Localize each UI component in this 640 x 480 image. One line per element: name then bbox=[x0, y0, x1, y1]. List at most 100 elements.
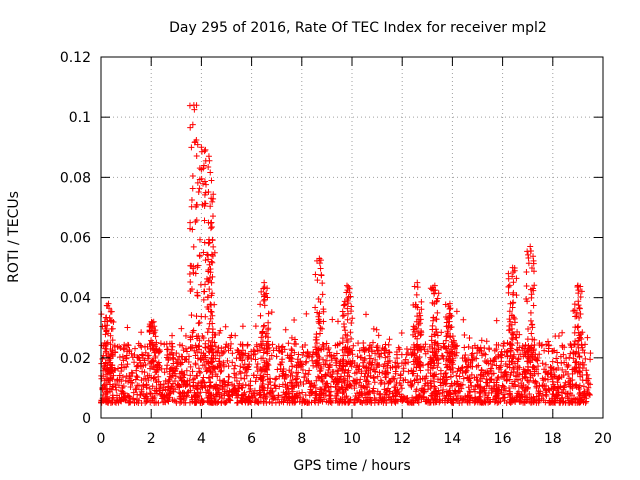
data-point bbox=[260, 349, 267, 356]
data-point bbox=[257, 312, 264, 319]
y-tick-label: 0.06 bbox=[60, 231, 91, 247]
data-point bbox=[209, 312, 216, 319]
data-point bbox=[315, 399, 322, 406]
data-point bbox=[525, 378, 532, 385]
data-point bbox=[190, 102, 197, 109]
data-point bbox=[121, 364, 128, 371]
data-point bbox=[182, 332, 189, 339]
data-point bbox=[188, 196, 195, 203]
data-point bbox=[239, 351, 246, 358]
data-point bbox=[465, 356, 472, 363]
data-point bbox=[306, 367, 313, 374]
data-point bbox=[244, 399, 251, 406]
data-point bbox=[315, 313, 322, 320]
data-point bbox=[319, 280, 326, 287]
data-point bbox=[261, 322, 268, 329]
data-point bbox=[236, 368, 243, 375]
data-point bbox=[194, 141, 201, 148]
data-point bbox=[209, 273, 216, 280]
data-point bbox=[413, 318, 420, 325]
data-point bbox=[171, 377, 178, 384]
data-point bbox=[514, 370, 521, 377]
data-point bbox=[205, 325, 212, 332]
data-point bbox=[190, 383, 197, 390]
data-point bbox=[202, 313, 209, 320]
data-point bbox=[432, 339, 439, 346]
data-point bbox=[500, 383, 507, 390]
data-point bbox=[188, 286, 195, 293]
data-point bbox=[138, 386, 145, 393]
data-point bbox=[509, 273, 516, 280]
data-point bbox=[184, 348, 191, 355]
data-point bbox=[130, 389, 137, 396]
data-point bbox=[539, 360, 546, 367]
data-point bbox=[260, 387, 267, 394]
x-tick-label: 10 bbox=[343, 431, 361, 447]
data-point bbox=[138, 399, 145, 406]
data-point bbox=[384, 364, 391, 371]
data-point bbox=[433, 298, 440, 305]
data-point bbox=[294, 359, 301, 366]
data-point bbox=[477, 344, 484, 351]
data-point bbox=[204, 329, 211, 336]
data-point bbox=[446, 363, 453, 370]
data-point bbox=[126, 393, 133, 400]
data-point bbox=[268, 352, 275, 359]
data-point bbox=[291, 349, 298, 356]
data-point bbox=[179, 390, 186, 397]
data-point bbox=[192, 342, 199, 349]
data-point bbox=[376, 391, 383, 398]
data-point bbox=[376, 353, 383, 360]
data-point bbox=[246, 388, 253, 395]
data-point bbox=[364, 389, 371, 396]
data-point bbox=[124, 361, 131, 368]
data-point bbox=[212, 398, 219, 405]
data-point bbox=[112, 366, 119, 373]
data-point bbox=[527, 243, 534, 250]
data-point bbox=[468, 371, 475, 378]
data-point bbox=[279, 349, 286, 356]
data-point bbox=[484, 379, 491, 386]
data-point bbox=[233, 387, 240, 394]
data-point bbox=[200, 249, 207, 256]
data-point bbox=[393, 379, 400, 386]
data-point bbox=[445, 389, 452, 396]
data-point bbox=[404, 379, 411, 386]
data-point bbox=[207, 379, 214, 386]
data-point bbox=[464, 392, 471, 399]
data-point bbox=[351, 385, 358, 392]
data-point bbox=[312, 271, 319, 278]
data-point bbox=[559, 342, 566, 349]
data-point bbox=[233, 371, 240, 378]
data-point bbox=[507, 399, 514, 406]
data-point bbox=[297, 358, 304, 365]
data-point bbox=[442, 345, 449, 352]
data-point bbox=[161, 398, 168, 405]
data-point bbox=[344, 316, 351, 323]
data-point bbox=[312, 392, 319, 399]
data-point bbox=[217, 368, 224, 375]
data-point bbox=[393, 364, 400, 371]
data-point bbox=[442, 337, 449, 344]
data-point bbox=[355, 396, 362, 403]
data-point bbox=[233, 355, 240, 362]
data-point bbox=[363, 367, 370, 374]
data-point bbox=[288, 334, 295, 341]
data-point bbox=[234, 388, 241, 395]
data-point bbox=[551, 393, 558, 400]
data-point bbox=[565, 378, 572, 385]
data-point bbox=[340, 302, 347, 309]
data-point bbox=[505, 275, 512, 282]
data-point bbox=[233, 399, 240, 406]
data-point bbox=[303, 353, 310, 360]
data-point bbox=[535, 363, 542, 370]
data-point bbox=[128, 369, 135, 376]
data-point bbox=[478, 367, 485, 374]
y-tick-label: 0.02 bbox=[60, 351, 91, 367]
data-point bbox=[224, 382, 231, 389]
data-point bbox=[573, 383, 580, 390]
data-point bbox=[279, 356, 286, 363]
data-point bbox=[206, 261, 213, 268]
data-point bbox=[582, 399, 589, 406]
data-point bbox=[478, 347, 485, 354]
